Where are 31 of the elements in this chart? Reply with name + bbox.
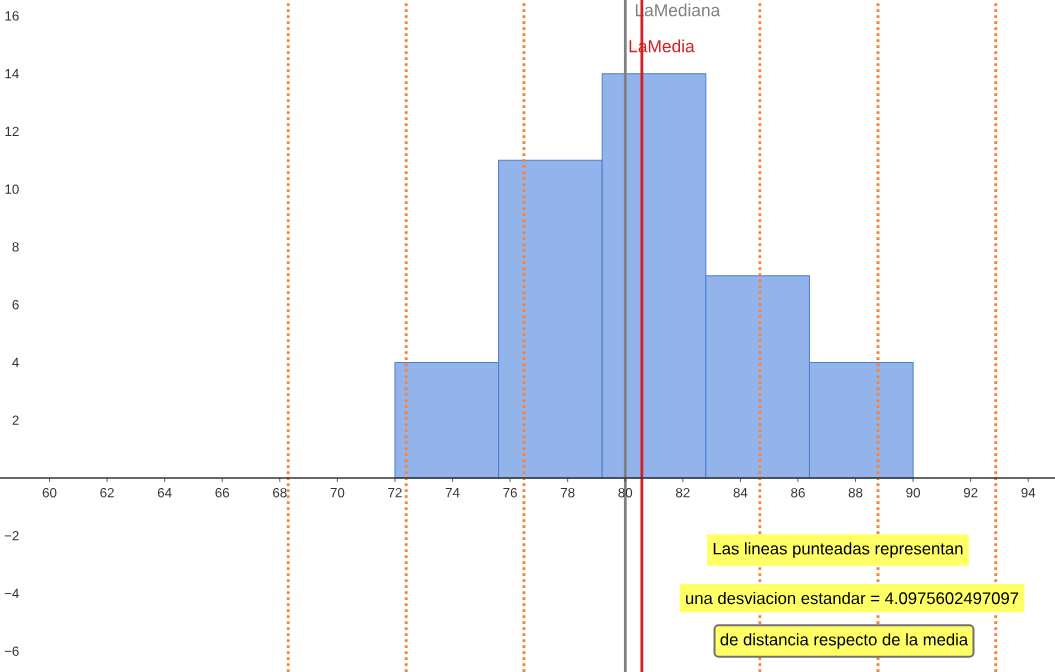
x-tick-label: 74 bbox=[445, 487, 460, 498]
y-tick-label: 12 bbox=[5, 126, 19, 137]
y-tick-label: 10 bbox=[5, 184, 19, 194]
x-tick-label: 60 bbox=[42, 487, 57, 498]
x-tick-label: 78 bbox=[560, 487, 575, 498]
x-tick-label: 86 bbox=[791, 487, 805, 498]
y-tick-label: 4 bbox=[12, 357, 19, 368]
x-tick-label: 66 bbox=[215, 487, 230, 498]
y-tick-label: 6 bbox=[12, 299, 19, 310]
x-tick-label: 90 bbox=[906, 487, 920, 498]
x-tick-label: 92 bbox=[963, 487, 978, 498]
annotation: Las lineas punteadas representan bbox=[713, 542, 963, 558]
x-tick-label: 94 bbox=[1021, 487, 1036, 498]
y-tick-label: 2 bbox=[12, 415, 19, 425]
x-tick-label: 62 bbox=[100, 487, 114, 498]
y-tick-label: 16 bbox=[5, 11, 19, 21]
y-tick-label: −2 bbox=[4, 531, 19, 541]
y-tick-label: 8 bbox=[12, 242, 19, 252]
y-tick-label: 14 bbox=[5, 69, 19, 79]
x-tick-label: 88 bbox=[848, 487, 863, 498]
x-tick-label: 72 bbox=[388, 487, 402, 498]
annotation: de distancia respecto de la media bbox=[720, 633, 969, 649]
y-tick-label: −4 bbox=[4, 588, 19, 599]
annotation: una desviacion estandar = 4.0975602497097 bbox=[686, 591, 1019, 605]
x-tick-label: 76 bbox=[503, 487, 517, 498]
x-tick-label: 82 bbox=[675, 487, 690, 498]
x-tick-label: 64 bbox=[157, 487, 172, 498]
y-tick-label: −6 bbox=[4, 646, 19, 656]
x-tick-label: 70 bbox=[330, 487, 345, 498]
x-tick-label: 68 bbox=[273, 487, 287, 498]
x-tick-label: 84 bbox=[733, 487, 748, 498]
